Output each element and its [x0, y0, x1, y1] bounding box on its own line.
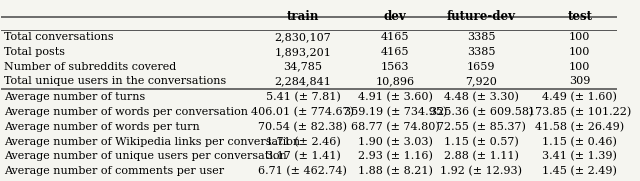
Text: 4.91 (± 3.60): 4.91 (± 3.60)	[358, 92, 433, 103]
Text: 2.88 (± 1.11): 2.88 (± 1.11)	[444, 151, 519, 162]
Text: dev: dev	[384, 10, 406, 23]
Text: 100: 100	[569, 62, 591, 72]
Text: 309: 309	[569, 76, 591, 86]
Text: 68.77 (± 74.80): 68.77 (± 74.80)	[351, 122, 440, 132]
Text: Average number of words per conversation: Average number of words per conversation	[4, 107, 248, 117]
Text: 1.92 (± 12.93): 1.92 (± 12.93)	[440, 166, 522, 176]
Text: 1.15 (± 0.46): 1.15 (± 0.46)	[542, 137, 617, 147]
Text: 1563: 1563	[381, 62, 410, 72]
Text: Average number of words per turn: Average number of words per turn	[4, 122, 200, 132]
Text: 5.41 (± 7.81): 5.41 (± 7.81)	[266, 92, 340, 103]
Text: 2,284,841: 2,284,841	[275, 76, 332, 86]
Text: 1.45 (± 2.49): 1.45 (± 2.49)	[542, 166, 617, 176]
Text: 1,893,201: 1,893,201	[275, 47, 332, 57]
Text: 4165: 4165	[381, 47, 410, 57]
Text: Average number of comments per user: Average number of comments per user	[4, 166, 225, 176]
Text: Total conversations: Total conversations	[4, 32, 114, 42]
Text: 406.01 (± 774.67): 406.01 (± 774.67)	[252, 107, 355, 117]
Text: Total unique users in the conversations: Total unique users in the conversations	[4, 76, 227, 86]
Text: Average number of turns: Average number of turns	[4, 92, 146, 102]
Text: 3.17 (± 1.41): 3.17 (± 1.41)	[266, 151, 340, 162]
Text: 7,920: 7,920	[465, 76, 497, 86]
Text: test: test	[567, 10, 593, 23]
Text: 3.41 (± 1.39): 3.41 (± 1.39)	[542, 151, 617, 162]
Text: 325.36 (± 609.58): 325.36 (± 609.58)	[429, 107, 533, 117]
Text: 72.55 (± 85.37): 72.55 (± 85.37)	[437, 122, 526, 132]
Text: 1.88 (± 8.21): 1.88 (± 8.21)	[358, 166, 433, 176]
Text: Number of subreddits covered: Number of subreddits covered	[4, 62, 177, 72]
Text: 4.48 (± 3.30): 4.48 (± 3.30)	[444, 92, 519, 103]
Text: 41.58 (± 26.49): 41.58 (± 26.49)	[535, 122, 625, 132]
Text: 1.71 (± 2.46): 1.71 (± 2.46)	[266, 137, 340, 147]
Text: 10,896: 10,896	[376, 76, 415, 86]
Text: 173.85 (± 101.22): 173.85 (± 101.22)	[528, 107, 632, 117]
Text: Total posts: Total posts	[4, 47, 65, 57]
Text: Average number of unique users per conversation: Average number of unique users per conve…	[4, 151, 287, 161]
Text: 4165: 4165	[381, 32, 410, 42]
Text: 1.90 (± 3.03): 1.90 (± 3.03)	[358, 137, 433, 147]
Text: 100: 100	[569, 47, 591, 57]
Text: Average number of Wikipedia links per conversation: Average number of Wikipedia links per co…	[4, 137, 301, 147]
Text: 1659: 1659	[467, 62, 495, 72]
Text: 359.19 (± 734.95): 359.19 (± 734.95)	[344, 107, 447, 117]
Text: 6.71 (± 462.74): 6.71 (± 462.74)	[259, 166, 348, 176]
Text: future-dev: future-dev	[447, 10, 516, 23]
Text: train: train	[287, 10, 319, 23]
Text: 4.49 (± 1.60): 4.49 (± 1.60)	[542, 92, 617, 103]
Text: 1.15 (± 0.57): 1.15 (± 0.57)	[444, 137, 519, 147]
Text: 2,830,107: 2,830,107	[275, 32, 332, 42]
Text: 70.54 (± 82.38): 70.54 (± 82.38)	[259, 122, 348, 132]
Text: 3385: 3385	[467, 32, 495, 42]
Text: 100: 100	[569, 32, 591, 42]
Text: 34,785: 34,785	[284, 62, 323, 72]
Text: 3385: 3385	[467, 47, 495, 57]
Text: 2.93 (± 1.16): 2.93 (± 1.16)	[358, 151, 433, 162]
